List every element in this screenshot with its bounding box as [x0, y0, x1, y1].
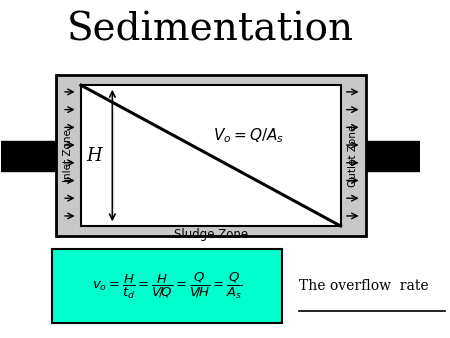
Text: Sedimentation: Sedimentation	[67, 11, 354, 48]
Text: Outlet Zone: Outlet Zone	[348, 124, 358, 187]
Text: Inlet Zone: Inlet Zone	[63, 129, 73, 182]
Text: $V_o = Q/A_s$: $V_o = Q/A_s$	[213, 126, 284, 145]
Text: The overflow  rate: The overflow rate	[299, 279, 428, 293]
Bar	[366, 141, 420, 171]
Bar	[56, 75, 366, 236]
Bar	[52, 249, 282, 323]
Text: H: H	[86, 147, 102, 165]
Text: Sludge Zone: Sludge Zone	[174, 228, 248, 241]
Bar	[1, 141, 56, 171]
Text: $v_o = \dfrac{H}{t_d} = \dfrac{H}{V\!/\!Q} = \dfrac{Q}{V\!/\!H} = \dfrac{Q}{A_s}: $v_o = \dfrac{H}{t_d} = \dfrac{H}{V\!/\!…	[92, 271, 242, 301]
Bar	[81, 85, 341, 226]
